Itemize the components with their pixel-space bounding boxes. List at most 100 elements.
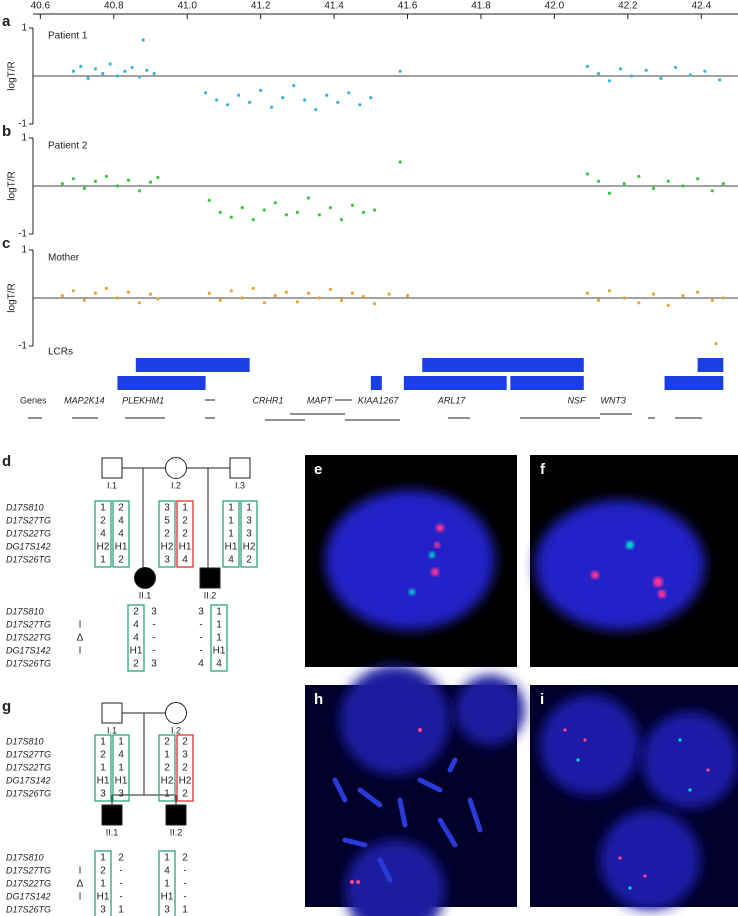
marker-name: D17S27TG [6, 749, 51, 759]
image-letter: i [540, 691, 544, 708]
allele: 4 [228, 555, 234, 566]
allele: 2 [182, 763, 188, 774]
allele: 1 [182, 905, 188, 916]
data-point [666, 179, 670, 183]
allele: 3 [198, 607, 204, 618]
allele: 4 [182, 555, 188, 566]
male-symbol [229, 457, 251, 479]
allele: 2 [164, 529, 170, 540]
panel-letter: a [2, 13, 11, 30]
data-point [372, 302, 377, 306]
data-point [637, 301, 641, 305]
data-point [644, 68, 648, 72]
allele: - [183, 892, 186, 903]
data-point [79, 64, 83, 68]
marker-name: D17S26TG [6, 658, 51, 668]
image-letter: h [314, 691, 323, 708]
haplotype-box [158, 500, 176, 568]
data-point [317, 213, 322, 217]
data-point [229, 215, 233, 219]
allele: 2 [133, 607, 139, 618]
data-point [651, 186, 656, 190]
allele: - [199, 646, 202, 657]
data-point [71, 69, 75, 73]
allele: 2 [182, 789, 188, 800]
allele: 1 [118, 905, 124, 916]
allele: - [119, 892, 122, 903]
allele: H1 [213, 646, 226, 657]
data-point [240, 206, 244, 210]
x-tick-label: 41.0 [177, 1, 197, 12]
allele: 1 [228, 516, 234, 527]
allele: 2 [118, 555, 124, 566]
gene-name: ARL17 [437, 395, 467, 405]
marker-name: D17S26TG [6, 904, 51, 914]
haplotype-box [112, 734, 130, 802]
data-point [207, 291, 211, 295]
allele: 3 [164, 503, 170, 514]
allele: 4 [164, 866, 170, 877]
data-point [262, 208, 266, 212]
female-symbol [165, 702, 187, 724]
allele: H1 [115, 776, 128, 787]
data-point [710, 298, 714, 302]
data-point [281, 96, 285, 100]
data-point [156, 297, 160, 301]
data-point [273, 294, 277, 298]
allele: 2 [100, 750, 106, 761]
gene-name: KIAA1267 [358, 395, 400, 405]
panel-letter: c [2, 235, 10, 252]
data-point [141, 38, 145, 42]
panel-letter: d [2, 453, 11, 470]
allele: - [183, 866, 186, 877]
lcr-segment [664, 376, 724, 390]
allele: 3 [100, 905, 106, 916]
allele: H2 [161, 776, 174, 787]
gene-name: CRHR1 [252, 395, 283, 405]
gene-glyphs [28, 399, 702, 421]
data-point [681, 184, 685, 188]
data-point [637, 174, 641, 178]
data-point [229, 289, 233, 293]
data-point [688, 73, 692, 77]
data-point [303, 98, 307, 102]
y-tick-label: 1 [21, 245, 27, 256]
allele: 1 [100, 737, 106, 748]
data-point [622, 296, 626, 300]
data-point [585, 64, 590, 68]
data-point [93, 179, 98, 183]
allele: H2 [161, 542, 174, 553]
data-point [203, 91, 208, 95]
data-point [596, 179, 601, 183]
allele: - [119, 866, 122, 877]
haplotype-box [222, 500, 240, 568]
x-tick-label: 42.4 [692, 1, 712, 12]
allele: 4 [118, 529, 124, 540]
image-e [305, 455, 517, 667]
data-point [259, 88, 263, 92]
male-symbol [101, 804, 123, 826]
image-i [530, 685, 738, 910]
data-point [145, 68, 149, 72]
data-point [714, 342, 718, 346]
data-point [71, 177, 75, 181]
allele: 1 [164, 750, 170, 761]
marker-name: D17S27TG [6, 619, 51, 629]
marker-name: DG17S142 [6, 645, 51, 655]
data-point [306, 196, 310, 200]
y-label: logT/R [7, 171, 18, 200]
allele: H1 [179, 542, 192, 553]
allele: H1 [130, 646, 143, 657]
genes-label: Genes [20, 395, 47, 405]
allele: 2 [246, 555, 252, 566]
data-point [130, 65, 134, 69]
allele: 3 [151, 659, 157, 670]
data-point [596, 72, 601, 76]
data-point [284, 213, 288, 217]
marker-name: D17S22TG [6, 762, 51, 772]
allele: 1 [216, 607, 222, 618]
allele: - [119, 879, 122, 890]
marker-name: D17S22TG [6, 878, 51, 888]
allele: 1 [164, 879, 170, 890]
allele: H2 [243, 542, 256, 553]
